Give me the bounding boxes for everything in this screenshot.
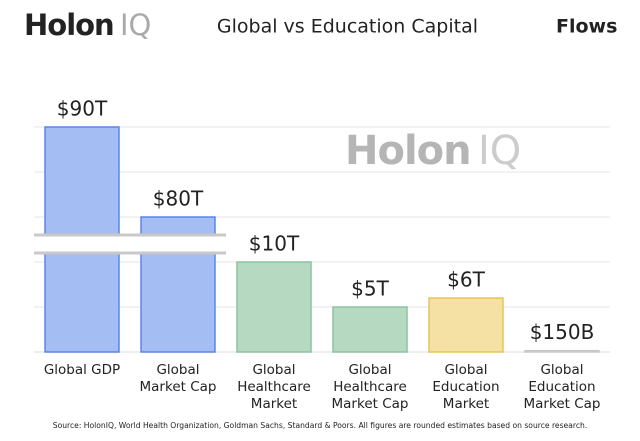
x-tick-label: Global GDP xyxy=(44,362,120,378)
x-tick-label: Global Education Market xyxy=(432,362,499,412)
x-tick-label: Global Market Cap xyxy=(140,362,217,395)
bar xyxy=(428,297,504,353)
value-label: $10T xyxy=(249,232,300,256)
logo-brand: Holon xyxy=(24,8,114,42)
bar xyxy=(524,349,600,353)
chart-title-bold: Flows xyxy=(556,16,617,38)
value-label: $6T xyxy=(447,268,485,292)
axis-break xyxy=(34,235,226,253)
bar xyxy=(236,261,312,353)
x-tick-label: Global Healthcare Market Cap xyxy=(332,362,409,412)
x-tick-label: Global Education Market Cap xyxy=(524,362,601,412)
value-label: $5T xyxy=(351,277,389,301)
watermark-brand: Holon xyxy=(345,128,471,174)
x-tick-label: Global Healthcare Market xyxy=(237,362,311,412)
source-note: Source: HolonIQ, World Health Organizati… xyxy=(53,421,588,430)
value-label: $90T xyxy=(57,97,108,121)
watermark-suffix: IQ xyxy=(478,128,521,174)
grid xyxy=(34,126,610,353)
logo-suffix: IQ xyxy=(120,8,151,42)
value-label: $80T xyxy=(153,187,204,211)
value-label: $150B xyxy=(530,320,595,344)
bar xyxy=(332,306,408,353)
chart-title: Global vs Education Capital xyxy=(217,16,478,38)
